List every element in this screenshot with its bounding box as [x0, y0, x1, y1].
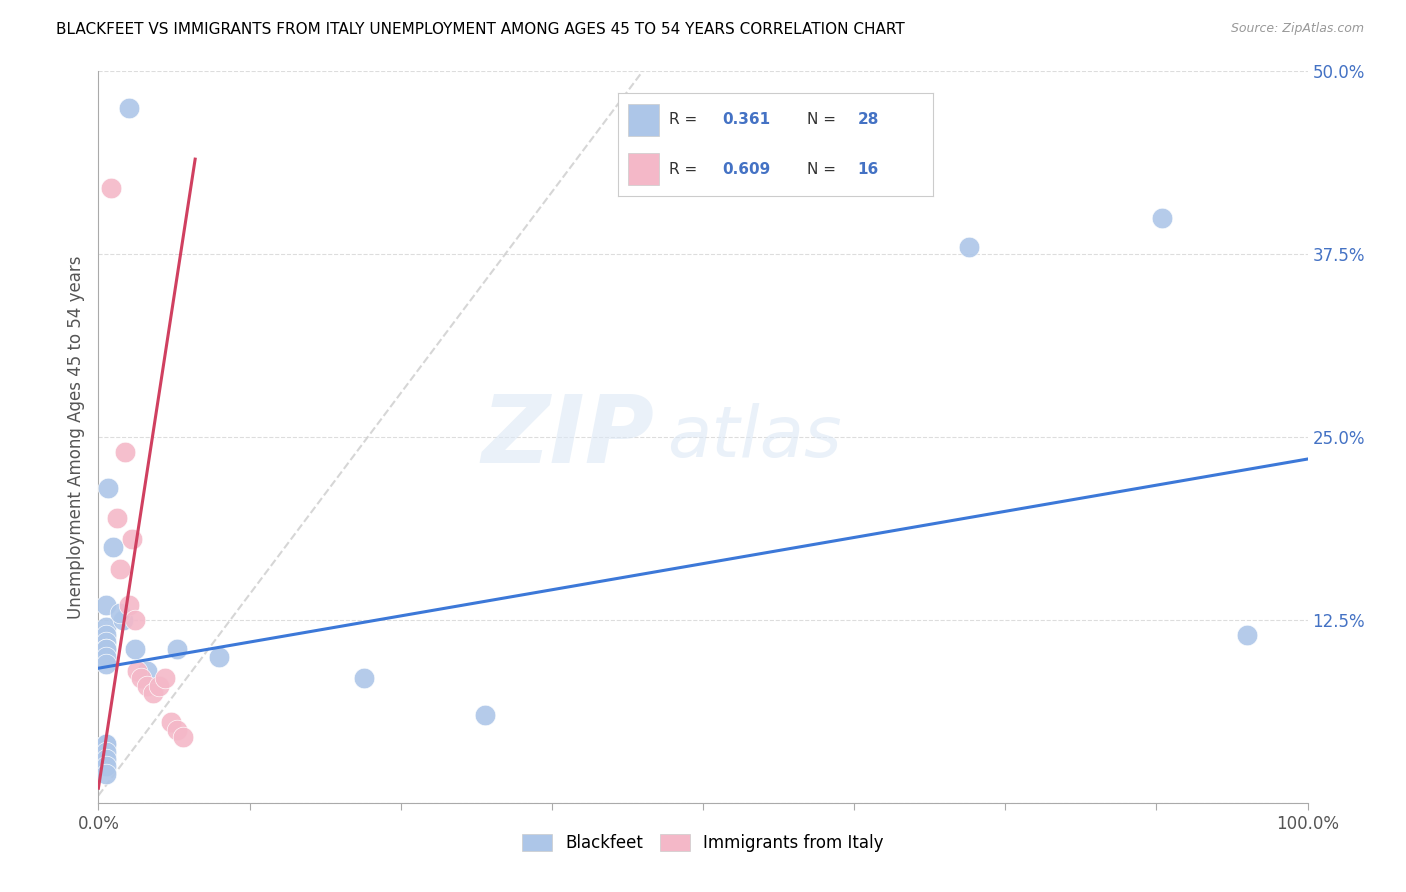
- Point: [160, 715, 183, 730]
- Point: [118, 101, 141, 115]
- Point: [127, 664, 149, 678]
- Point: [166, 642, 188, 657]
- Point: [94, 657, 117, 671]
- Point: [124, 642, 146, 657]
- Point: [101, 540, 124, 554]
- Point: [97, 481, 120, 495]
- Point: [111, 613, 134, 627]
- Point: [166, 723, 188, 737]
- Point: [124, 613, 146, 627]
- Point: [1152, 211, 1174, 225]
- Point: [208, 649, 231, 664]
- Point: [957, 240, 980, 254]
- Point: [118, 599, 141, 613]
- Legend: Blackfeet, Immigrants from Italy: Blackfeet, Immigrants from Italy: [513, 825, 893, 860]
- Point: [94, 649, 117, 664]
- Point: [94, 627, 117, 641]
- Point: [114, 444, 136, 458]
- Point: [129, 672, 152, 686]
- Text: ZIP: ZIP: [482, 391, 655, 483]
- Text: BLACKFEET VS IMMIGRANTS FROM ITALY UNEMPLOYMENT AMONG AGES 45 TO 54 YEARS CORREL: BLACKFEET VS IMMIGRANTS FROM ITALY UNEMP…: [56, 22, 905, 37]
- Point: [474, 708, 496, 723]
- Point: [108, 562, 131, 576]
- Point: [94, 642, 117, 657]
- Point: [94, 745, 117, 759]
- Point: [108, 606, 131, 620]
- Point: [135, 664, 157, 678]
- Point: [94, 620, 117, 634]
- Point: [100, 181, 122, 195]
- Point: [153, 672, 176, 686]
- Point: [353, 672, 375, 686]
- Point: [135, 679, 157, 693]
- Point: [172, 730, 194, 744]
- Point: [121, 533, 143, 547]
- Point: [94, 635, 117, 649]
- Y-axis label: Unemployment Among Ages 45 to 54 years: Unemployment Among Ages 45 to 54 years: [66, 255, 84, 619]
- Point: [94, 642, 117, 657]
- Point: [94, 737, 117, 751]
- Text: atlas: atlas: [666, 402, 841, 472]
- Point: [148, 679, 170, 693]
- Text: Source: ZipAtlas.com: Source: ZipAtlas.com: [1230, 22, 1364, 36]
- Point: [94, 737, 117, 751]
- Point: [94, 766, 117, 780]
- Point: [94, 752, 117, 766]
- Point: [1236, 627, 1258, 641]
- Point: [142, 686, 165, 700]
- Point: [94, 759, 117, 773]
- Point: [105, 510, 128, 524]
- Point: [94, 599, 117, 613]
